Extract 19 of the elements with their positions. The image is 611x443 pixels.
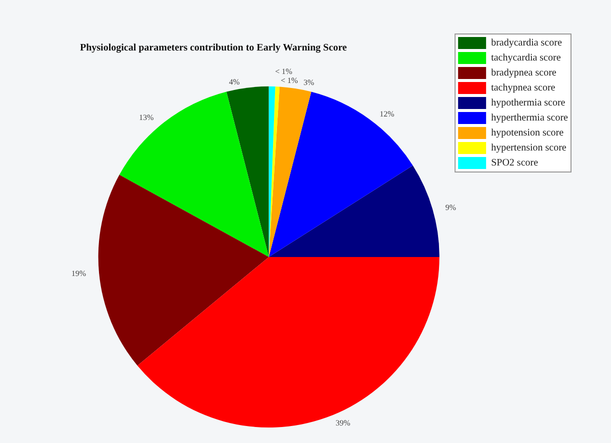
data-label: 19% <box>71 269 86 278</box>
data-label: 39% <box>336 418 351 428</box>
legend-label: tachypnea score <box>491 82 556 94</box>
data-label: < 1% <box>275 66 293 76</box>
text: Physiological parameters contribution to Early Warning Score <box>80 42 348 54</box>
legend-label: bradycardia score <box>491 38 562 48</box>
legend-label: bradypnea score <box>491 68 557 78</box>
legend-label: tachycardia score <box>491 52 562 64</box>
data-label: 4% <box>229 77 240 86</box>
data-label: 13% <box>138 112 154 122</box>
legend-label: hypertension score <box>491 142 567 154</box>
data-label: < 1% <box>280 76 298 86</box>
data-label: 9% <box>445 203 456 212</box>
data-label: 3% <box>303 78 314 88</box>
legend-label: SPO2 score <box>491 158 539 168</box>
data-label: 12% <box>380 110 395 119</box>
legend-label: hypothermia score <box>491 98 566 108</box>
legend-label: hyperthermia score <box>491 112 569 124</box>
legend-label: hypotension score <box>491 128 564 138</box>
